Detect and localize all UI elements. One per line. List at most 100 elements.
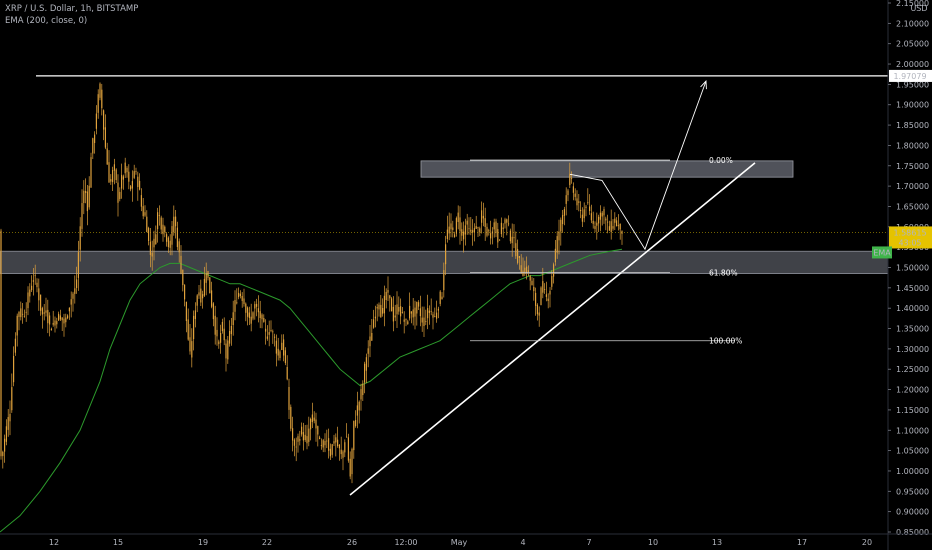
candle-body xyxy=(148,227,150,241)
candle-body xyxy=(486,226,488,236)
candle-body xyxy=(439,291,441,304)
candle-body xyxy=(340,449,342,455)
candle-body xyxy=(304,434,306,440)
candle-body xyxy=(196,295,198,306)
indicator-legend[interactable]: EMA (200, close, 0) xyxy=(5,16,88,26)
candle-body xyxy=(374,316,376,319)
candle-body xyxy=(301,426,303,435)
candle-body xyxy=(499,239,501,241)
candle-body xyxy=(2,451,4,457)
candle-body xyxy=(23,315,25,317)
candle-body xyxy=(581,214,583,222)
candle-body xyxy=(432,314,434,318)
candle-body xyxy=(459,217,461,232)
candle-body xyxy=(511,236,513,244)
y-tick-label: 1.20000 xyxy=(896,386,929,395)
candle-body xyxy=(70,299,72,305)
candle-body xyxy=(61,317,63,321)
candle-body xyxy=(601,212,603,217)
candle-body xyxy=(464,225,466,235)
candle-body xyxy=(32,280,34,282)
candle-body xyxy=(387,290,389,293)
candle-body xyxy=(461,229,463,236)
candle-body xyxy=(328,438,330,451)
candle-body xyxy=(443,270,445,291)
candle-body xyxy=(239,293,241,296)
candle-body xyxy=(562,215,564,225)
fib-label-2: 100.00% xyxy=(709,337,742,346)
candle-body xyxy=(398,307,400,312)
candle-body xyxy=(140,195,142,207)
candle-body xyxy=(54,320,56,326)
candle-body xyxy=(409,305,411,319)
candle-body xyxy=(383,295,385,314)
candle-body xyxy=(212,303,214,320)
candle-body xyxy=(414,307,416,317)
candle-body xyxy=(616,220,618,227)
candle-body xyxy=(41,308,43,315)
candle-body xyxy=(47,309,49,324)
candle-body xyxy=(104,127,106,148)
candle-body xyxy=(481,210,483,223)
candle-body xyxy=(394,315,396,318)
candle-body xyxy=(164,226,166,233)
candle-body xyxy=(25,311,27,313)
candle-body xyxy=(351,448,353,475)
candle-body xyxy=(558,231,560,241)
candle-body xyxy=(234,300,236,312)
candle-body xyxy=(191,341,193,358)
y-tick-label: 1.15000 xyxy=(896,406,929,415)
candle-body xyxy=(418,302,420,307)
candle-body xyxy=(522,270,524,277)
candle-body xyxy=(569,173,571,186)
candle-body xyxy=(524,267,526,273)
candle-body xyxy=(112,170,114,183)
candle-body xyxy=(356,405,358,416)
candle-body xyxy=(79,226,81,250)
candle-body xyxy=(83,190,85,203)
drawings-layer[interactable] xyxy=(36,75,888,496)
candle-body xyxy=(401,312,403,313)
candle-body xyxy=(513,237,515,239)
candle-body xyxy=(608,226,610,231)
candle-body xyxy=(349,458,351,477)
x-tick-label: 12 xyxy=(49,538,59,547)
candle-body xyxy=(508,223,510,225)
candle-body xyxy=(612,226,614,229)
candle-body xyxy=(106,148,108,165)
candle-body xyxy=(529,275,531,281)
y-tick-label: 1.80000 xyxy=(896,141,929,150)
candle-body xyxy=(122,176,124,180)
candle-body xyxy=(392,306,394,322)
candle-body xyxy=(113,164,115,171)
candle-body xyxy=(342,451,344,458)
candle-body xyxy=(610,221,612,232)
candle-body xyxy=(373,319,375,328)
candle-body xyxy=(263,318,265,322)
symbol-title[interactable]: XRP / U.S. Dollar, 1h, BITSTAMP xyxy=(5,4,139,14)
candle-body xyxy=(268,332,270,335)
y-tick-label: 1.30000 xyxy=(896,345,929,354)
candle-body xyxy=(27,292,29,309)
candle-body xyxy=(286,367,288,380)
candle-body xyxy=(225,343,227,359)
y-tick-label: 1.65000 xyxy=(896,202,929,211)
candle-body xyxy=(297,436,299,442)
candle-body xyxy=(117,182,119,203)
candle-body xyxy=(77,252,79,278)
candle-body xyxy=(14,338,16,353)
ema-tag-text: EMA xyxy=(873,248,891,257)
candle-body xyxy=(38,288,40,301)
candle-body xyxy=(518,256,520,258)
candle-body xyxy=(90,157,92,188)
candle-body xyxy=(380,304,382,318)
candle-body xyxy=(158,215,160,216)
candle-body xyxy=(592,220,594,224)
candle-body xyxy=(162,224,164,235)
candle-body xyxy=(391,298,393,312)
candle-body xyxy=(245,303,247,313)
candle-body xyxy=(454,234,456,238)
candle-body xyxy=(131,181,133,189)
candle-body xyxy=(535,292,537,306)
